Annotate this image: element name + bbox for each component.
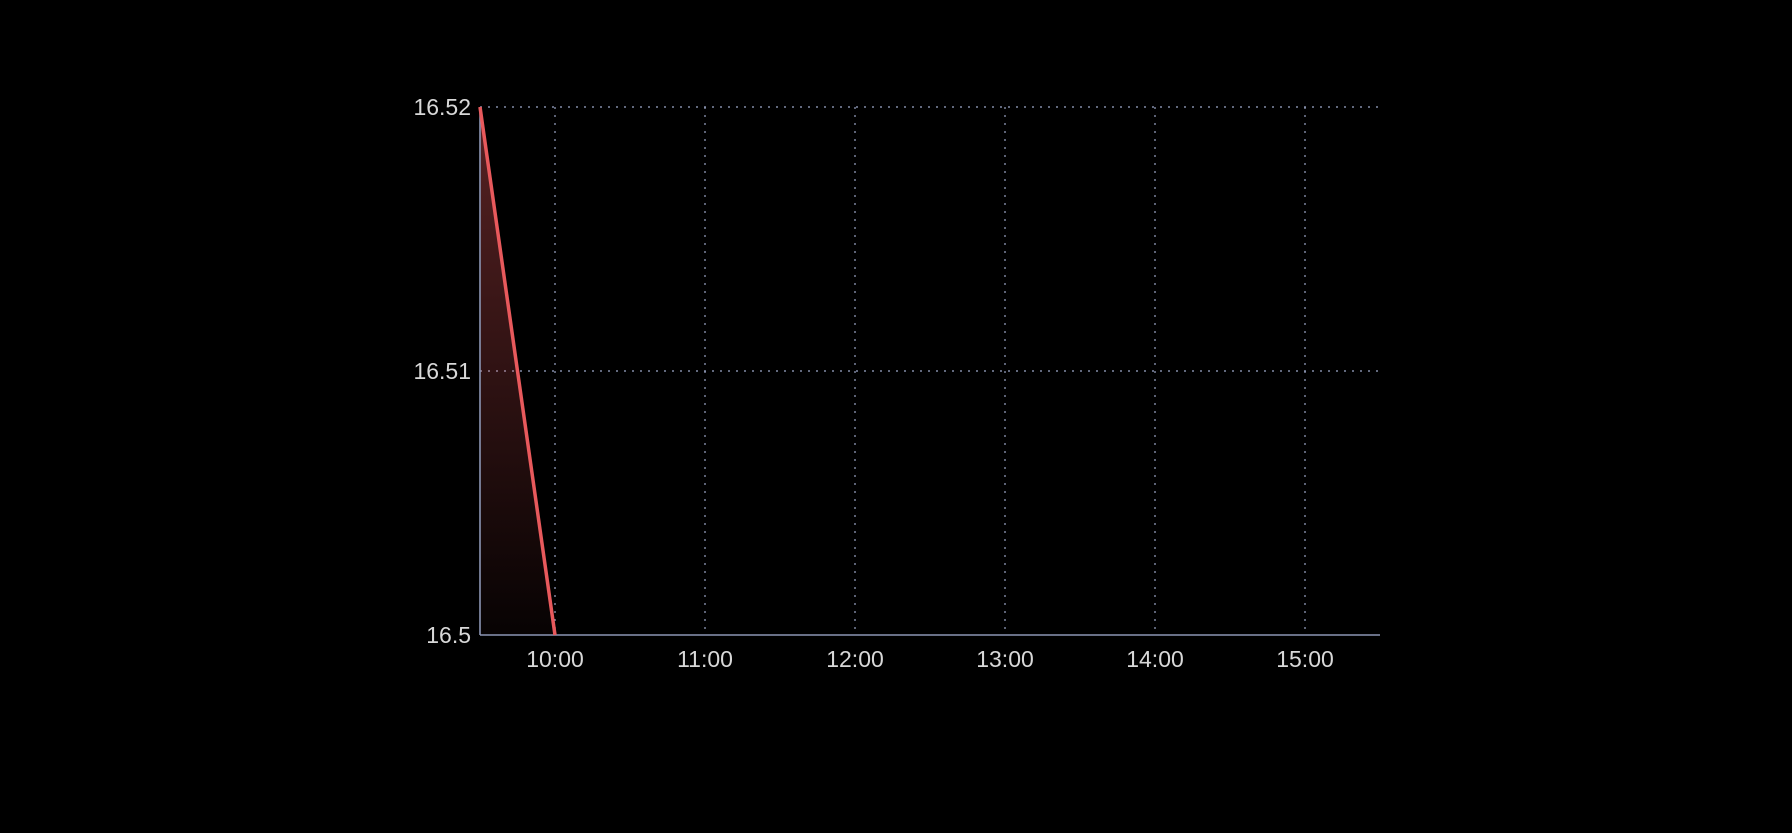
y-tick-label: 16.51 [413,358,471,384]
x-tick-label: 13:00 [976,646,1034,672]
y-tick-label: 16.5 [426,622,471,648]
tick-labels: 16.52 16.51 16.5 10:00 11:00 12:00 13:00 14:00 1… [413,94,1333,672]
series-line-layer [478,106,557,636]
x-tick-label: 15:00 [1276,646,1334,672]
x-tick-label: 12:00 [826,646,884,672]
x-tick-label: 14:00 [1126,646,1184,672]
grid-lines [480,106,1380,635]
x-tick-label: 11:00 [677,646,733,672]
x-tick-label: 10:00 [526,646,584,672]
series-line [478,106,557,636]
axes [479,107,1380,636]
y-tick-label: 16.52 [413,94,471,120]
